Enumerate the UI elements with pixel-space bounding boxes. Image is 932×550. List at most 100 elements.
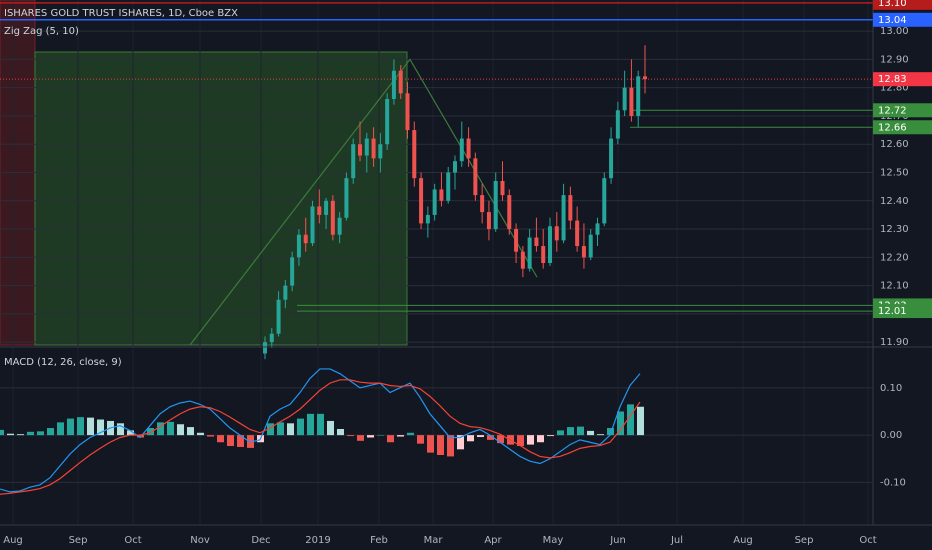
histogram-bar (217, 435, 224, 443)
candle-body (575, 220, 580, 247)
candle-body (486, 212, 491, 230)
candle-body (622, 87, 627, 111)
candle-body (378, 144, 383, 159)
candle-body (432, 189, 437, 215)
histogram-bar (237, 435, 244, 447)
x-tick-label: Aug (733, 535, 753, 546)
macd-line (0, 379, 641, 495)
level-label-bg (873, 120, 932, 135)
candle-body (371, 138, 376, 159)
candle-body (581, 246, 586, 258)
histogram-bar (157, 422, 164, 436)
level-label-bg (873, 0, 932, 10)
candle-body (514, 229, 519, 252)
level-label-bg (873, 103, 932, 118)
y-tick-label: 12.40 (880, 196, 909, 207)
x-tick-label: Dec (251, 535, 270, 546)
grid (0, 0, 873, 525)
x-tick-label: Aug (3, 535, 23, 546)
candle-body (520, 251, 525, 269)
histogram-bar (367, 435, 374, 438)
candle-body (439, 189, 444, 201)
y-tick-label: 13.00 (880, 26, 909, 37)
histogram-bar (147, 428, 154, 436)
histogram-bar (617, 411, 624, 436)
y-tick-label: 12.90 (880, 54, 909, 65)
y-tick-label: -0.10 (880, 477, 906, 488)
x-tick-label: 2019 (305, 535, 330, 546)
candle-body (466, 138, 471, 159)
x-tick-label: Nov (190, 535, 210, 546)
candle-body (324, 200, 329, 215)
x-tick-label: Feb (370, 535, 388, 546)
histogram-bar (477, 435, 484, 438)
candle-body (276, 299, 281, 334)
histogram-bar (317, 413, 324, 436)
histogram-bar (0, 429, 4, 436)
histogram-bar (527, 435, 534, 445)
candle-body (541, 246, 546, 263)
histogram-bar (497, 435, 504, 444)
candle-body (412, 130, 417, 179)
x-tick-label: Sep (795, 535, 814, 546)
histogram-bar (537, 435, 544, 443)
candle-body (296, 234, 301, 258)
y-tick-label: 11.90 (880, 337, 909, 348)
candle-body (636, 76, 641, 116)
histogram-bar (267, 423, 274, 436)
candle-body (337, 217, 342, 235)
x-tick-label: Jun (609, 535, 626, 546)
candle-body (385, 98, 390, 145)
y-tick-label: 0.10 (880, 383, 902, 394)
candle-body (263, 342, 267, 354)
histogram-bar (57, 422, 64, 436)
y-tick-label: 12.10 (880, 281, 909, 292)
histogram-bar (547, 435, 554, 437)
histogram-bar (97, 419, 104, 436)
candle-body (500, 180, 505, 196)
histogram-bar (457, 435, 464, 450)
symbol-title: ISHARES GOLD TRUST ISHARES, 1D, Cboe BZX (4, 8, 238, 19)
histogram-bar (277, 422, 284, 436)
y-tick-label: 12.60 (880, 139, 909, 150)
candle-body (493, 180, 498, 230)
candle-body (609, 138, 614, 179)
x-tick-label: Oct (859, 535, 876, 546)
histogram-bar (577, 426, 584, 436)
x-tick-label: Jul (670, 535, 683, 546)
histogram-bar (17, 434, 24, 436)
candle-body (269, 333, 274, 343)
y-tick-label: 12.20 (880, 252, 909, 263)
candle-body (602, 178, 607, 224)
y-tick-label: 12.80 (880, 83, 909, 94)
candle-body (290, 257, 295, 286)
candle-body (303, 234, 308, 244)
histogram-bar (467, 435, 474, 442)
candle-body (330, 200, 335, 235)
level-label: 12.83 (878, 74, 907, 85)
histogram-bar (197, 432, 204, 436)
macd-line (0, 368, 641, 493)
histogram-bar (427, 435, 434, 453)
candle-body (561, 195, 566, 241)
histogram-bar (337, 428, 344, 436)
histogram-bar (587, 430, 594, 436)
level-label-bg (873, 12, 932, 27)
histogram-bar (627, 404, 634, 436)
level-label: 12.72 (878, 105, 907, 116)
histogram-bar (167, 421, 174, 436)
histogram-bar (37, 431, 44, 436)
x-tick-label: Sep (69, 535, 88, 546)
level-label: 12.01 (878, 306, 907, 317)
histogram-bar (607, 428, 614, 436)
histogram-bar (177, 424, 184, 436)
candle-body (453, 161, 457, 173)
candle-body (405, 93, 410, 131)
candle-body (358, 144, 362, 156)
candle-body (568, 195, 573, 221)
histogram-bar (87, 417, 94, 436)
candle-body (615, 110, 620, 139)
candle-body (351, 144, 356, 179)
candle-body (534, 237, 539, 247)
x-tick-label: Oct (124, 535, 141, 546)
